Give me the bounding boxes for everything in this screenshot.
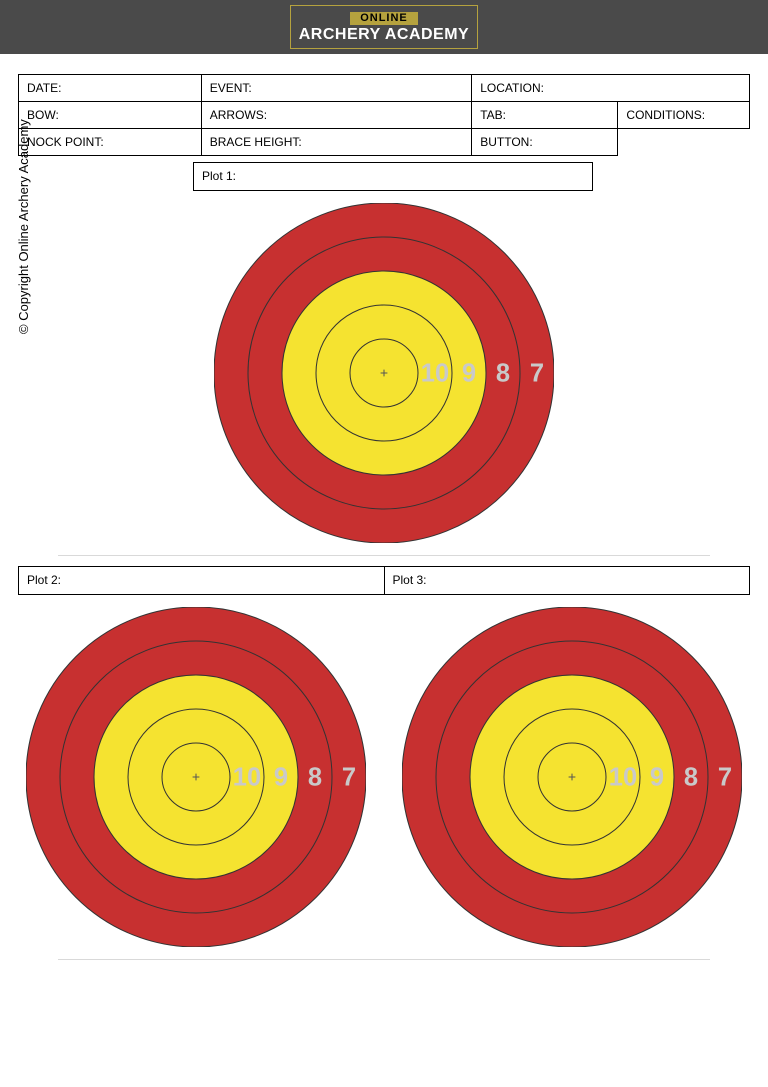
- plot23-label-row: Plot 2: Plot 3:: [18, 566, 750, 595]
- plot1-label[interactable]: Plot 1:: [193, 162, 593, 191]
- plot1-label-row: Plot 1:: [18, 162, 750, 191]
- page-body: © Copyright Online Archery Academy DATE:…: [0, 54, 768, 968]
- target-area-23: 10987 10987: [18, 595, 750, 955]
- info-table: DATE: EVENT: LOCATION: BOW: ARROWS: TAB:…: [18, 74, 750, 156]
- target-3: 10 987: [402, 607, 742, 947]
- svg-text:10: 10: [233, 764, 261, 792]
- target-area-1: 10 987: [18, 191, 750, 551]
- table-row: BOW: ARROWS: TAB: CONDITIONS:: [19, 102, 750, 129]
- svg-text:8: 8: [496, 360, 510, 388]
- svg-text:10: 10: [421, 360, 449, 388]
- field-location[interactable]: LOCATION:: [472, 75, 750, 102]
- svg-text:9: 9: [274, 764, 288, 792]
- field-event[interactable]: EVENT:: [201, 75, 471, 102]
- field-brace[interactable]: BRACE HEIGHT:: [201, 129, 471, 156]
- table-row: DATE: EVENT: LOCATION:: [19, 75, 750, 102]
- svg-text:8: 8: [684, 764, 698, 792]
- divider: [58, 555, 710, 556]
- header-bar: ONLINE ARCHERY ACADEMY: [0, 0, 768, 54]
- field-conditions[interactable]: CONDITIONS:: [618, 102, 750, 129]
- svg-text:8: 8: [308, 764, 322, 792]
- plot3-label[interactable]: Plot 3:: [385, 566, 751, 595]
- svg-text:7: 7: [530, 360, 544, 388]
- field-arrows[interactable]: ARROWS:: [201, 102, 471, 129]
- field-date[interactable]: DATE:: [19, 75, 202, 102]
- plot2-label[interactable]: Plot 2:: [18, 566, 385, 595]
- field-tab[interactable]: TAB:: [472, 102, 618, 129]
- field-button[interactable]: BUTTON:: [472, 129, 618, 156]
- table-row: NOCK POINT: BRACE HEIGHT: BUTTON:: [19, 129, 750, 156]
- logo: ONLINE ARCHERY ACADEMY: [290, 5, 478, 49]
- target-2: 10 987: [26, 607, 366, 947]
- svg-text:7: 7: [342, 764, 356, 792]
- divider: [58, 959, 710, 960]
- logo-online: ONLINE: [350, 12, 418, 25]
- field-nock[interactable]: NOCK POINT:: [19, 129, 202, 156]
- target-1: 10 987: [214, 203, 554, 543]
- svg-text:10: 10: [609, 764, 637, 792]
- field-bow[interactable]: BOW:: [19, 102, 202, 129]
- svg-text:9: 9: [462, 360, 476, 388]
- logo-brand: ARCHERY ACADEMY: [299, 27, 469, 43]
- svg-text:7: 7: [718, 764, 732, 792]
- copyright-text: © Copyright Online Archery Academy: [16, 119, 31, 334]
- svg-text:9: 9: [650, 764, 664, 792]
